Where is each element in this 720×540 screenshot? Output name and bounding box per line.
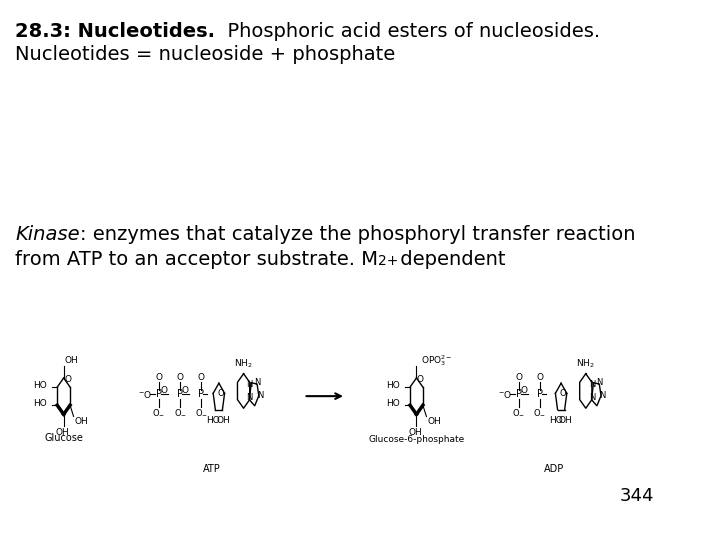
Text: Phosphoric acid esters of nucleosides.: Phosphoric acid esters of nucleosides.	[215, 22, 600, 41]
Text: O: O	[536, 374, 544, 382]
Text: OH: OH	[65, 356, 78, 365]
Text: Kinase: Kinase	[15, 225, 80, 244]
Text: P: P	[198, 389, 204, 400]
Text: OH: OH	[428, 417, 441, 426]
Text: O: O	[161, 387, 168, 395]
Text: O: O	[521, 387, 528, 395]
Text: N: N	[589, 393, 595, 402]
Text: $^{-}$O: $^{-}$O	[138, 389, 152, 400]
Text: O: O	[217, 389, 224, 398]
Text: NH$_2$: NH$_2$	[577, 357, 595, 369]
Text: P: P	[156, 389, 162, 400]
Text: O: O	[182, 387, 189, 395]
Text: from ATP to an acceptor substrate. M: from ATP to an acceptor substrate. M	[15, 250, 378, 269]
Text: 28.3: Nucleotides.: 28.3: Nucleotides.	[15, 22, 215, 41]
Text: N: N	[257, 391, 264, 400]
Text: O: O	[156, 374, 163, 382]
Text: NH$_2$: NH$_2$	[234, 357, 253, 369]
Text: O: O	[516, 374, 522, 382]
Text: O: O	[417, 375, 424, 384]
Text: OH: OH	[408, 428, 422, 437]
Text: HO: HO	[34, 381, 48, 390]
Text: O: O	[176, 374, 184, 382]
Text: P: P	[177, 389, 183, 400]
Text: 344: 344	[620, 487, 654, 505]
Text: Nucleotides = nucleoside + phosphate: Nucleotides = nucleoside + phosphate	[15, 45, 395, 64]
Text: HO: HO	[387, 399, 400, 408]
Text: $^{-}$O: $^{-}$O	[498, 389, 512, 400]
Text: O$_{-}$: O$_{-}$	[534, 408, 546, 417]
Text: N: N	[599, 391, 606, 400]
Text: P: P	[537, 389, 543, 400]
Text: O: O	[64, 375, 71, 384]
Text: N: N	[254, 378, 260, 387]
Text: OH: OH	[559, 416, 572, 426]
Text: OH: OH	[75, 417, 89, 426]
Text: O: O	[559, 389, 566, 398]
Text: Glucose: Glucose	[44, 433, 83, 443]
Text: P: P	[516, 389, 522, 400]
Text: HO: HO	[34, 399, 48, 408]
Text: 2+: 2+	[378, 254, 398, 268]
Text: O$_{-}$: O$_{-}$	[194, 408, 208, 417]
Text: HO: HO	[549, 416, 562, 426]
Text: O: O	[198, 374, 204, 382]
Text: OH: OH	[217, 416, 230, 426]
Text: HO: HO	[207, 416, 220, 426]
Text: ADP: ADP	[544, 464, 564, 474]
Text: Glucose-6-phosphate: Glucose-6-phosphate	[369, 435, 464, 444]
Text: N: N	[246, 393, 253, 402]
Text: N: N	[589, 380, 595, 389]
Text: dependent: dependent	[394, 250, 505, 269]
Text: N: N	[596, 378, 603, 387]
Text: HO: HO	[387, 381, 400, 390]
Text: O$_{-}$: O$_{-}$	[512, 408, 526, 417]
Text: ATP: ATP	[203, 464, 221, 474]
Text: O$_{-}$: O$_{-}$	[174, 408, 186, 417]
Text: OPO$_3^{2-}$: OPO$_3^{2-}$	[421, 353, 453, 368]
Text: O$_{-}$: O$_{-}$	[153, 408, 166, 417]
Text: N: N	[246, 380, 253, 389]
Text: OH: OH	[55, 428, 69, 437]
Text: : enzymes that catalyze the phosphoryl transfer reaction: : enzymes that catalyze the phosphoryl t…	[80, 225, 635, 244]
